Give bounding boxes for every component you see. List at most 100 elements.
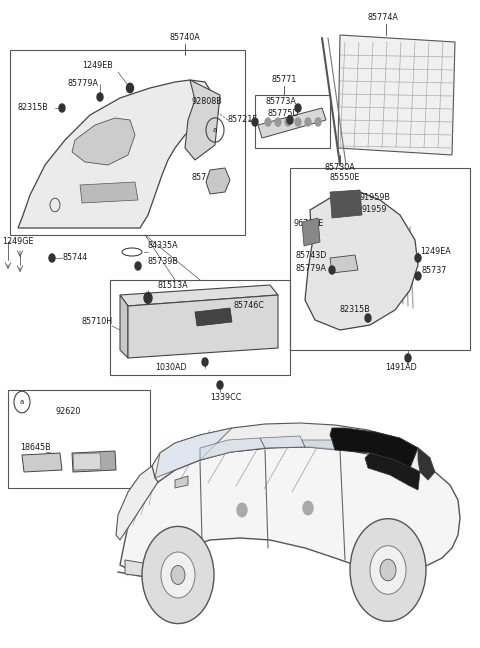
Circle shape <box>202 358 208 366</box>
Circle shape <box>415 272 421 280</box>
Polygon shape <box>128 295 278 358</box>
Circle shape <box>329 266 335 274</box>
Polygon shape <box>72 451 116 472</box>
Text: 85779A: 85779A <box>68 80 99 89</box>
Bar <box>10 50 245 235</box>
Circle shape <box>365 314 371 322</box>
Polygon shape <box>73 453 101 470</box>
Polygon shape <box>155 428 232 478</box>
Circle shape <box>265 118 271 126</box>
Circle shape <box>144 293 152 303</box>
Text: 92620: 92620 <box>55 408 80 417</box>
Circle shape <box>217 381 223 389</box>
Bar <box>290 168 470 350</box>
Text: 85774A: 85774A <box>368 14 399 23</box>
Polygon shape <box>200 438 265 460</box>
Circle shape <box>275 118 281 126</box>
Polygon shape <box>260 436 305 448</box>
Polygon shape <box>175 476 188 488</box>
Text: 85550E: 85550E <box>330 174 360 183</box>
Text: 1249EA: 1249EA <box>420 248 451 257</box>
Text: 85773A: 85773A <box>265 97 296 106</box>
Text: 85737: 85737 <box>422 266 447 275</box>
Circle shape <box>49 254 55 262</box>
Circle shape <box>370 546 406 594</box>
Polygon shape <box>258 108 326 138</box>
Bar <box>255 95 330 148</box>
Text: 85730A: 85730A <box>324 163 355 172</box>
Polygon shape <box>330 190 362 218</box>
Polygon shape <box>125 560 157 578</box>
Text: 85771: 85771 <box>271 76 297 84</box>
Polygon shape <box>22 453 62 472</box>
Polygon shape <box>206 168 230 194</box>
Circle shape <box>252 118 258 126</box>
Text: 85710H: 85710H <box>82 318 113 327</box>
Polygon shape <box>120 295 128 358</box>
Text: 85745E: 85745E <box>192 174 222 183</box>
Circle shape <box>135 262 141 270</box>
Polygon shape <box>330 428 418 468</box>
Bar <box>110 280 290 375</box>
Polygon shape <box>116 466 158 540</box>
Text: 18645B: 18645B <box>20 443 50 452</box>
Polygon shape <box>302 440 335 450</box>
Text: a: a <box>213 127 217 133</box>
Text: 1339CC: 1339CC <box>210 393 241 402</box>
Polygon shape <box>80 182 138 203</box>
Text: 85739B: 85739B <box>148 257 179 266</box>
Text: 85740A: 85740A <box>169 34 200 43</box>
Circle shape <box>287 116 293 124</box>
Text: 96716E: 96716E <box>294 220 324 229</box>
Circle shape <box>237 503 247 516</box>
Circle shape <box>161 552 195 598</box>
Text: 85746C: 85746C <box>234 301 265 310</box>
Text: 85721E: 85721E <box>228 115 258 124</box>
Polygon shape <box>72 118 135 165</box>
Polygon shape <box>305 192 418 330</box>
Text: 85779A: 85779A <box>296 264 327 273</box>
Text: 84335A: 84335A <box>148 242 179 251</box>
Text: 85743D: 85743D <box>296 251 327 259</box>
Text: 91959: 91959 <box>362 205 387 214</box>
Circle shape <box>142 526 214 623</box>
Text: 85775D: 85775D <box>268 110 300 119</box>
Circle shape <box>415 254 421 262</box>
Bar <box>8 390 150 488</box>
Circle shape <box>315 118 321 126</box>
Polygon shape <box>195 308 232 326</box>
Text: a: a <box>20 399 24 405</box>
Text: 82315B: 82315B <box>18 104 49 113</box>
Circle shape <box>305 118 311 126</box>
Circle shape <box>380 559 396 581</box>
Circle shape <box>127 84 133 93</box>
Text: 1030AD: 1030AD <box>155 364 187 373</box>
Circle shape <box>97 93 103 101</box>
Polygon shape <box>18 80 210 228</box>
Polygon shape <box>338 35 455 155</box>
Circle shape <box>350 518 426 621</box>
Polygon shape <box>120 285 278 306</box>
Circle shape <box>303 502 313 515</box>
Polygon shape <box>330 255 358 273</box>
Text: 81513A: 81513A <box>158 281 189 290</box>
Text: 91959B: 91959B <box>360 194 391 202</box>
Text: 82315B: 82315B <box>340 305 371 314</box>
Text: 1491AD: 1491AD <box>385 364 417 373</box>
Circle shape <box>171 566 185 584</box>
Circle shape <box>285 118 291 126</box>
Circle shape <box>405 354 411 362</box>
Polygon shape <box>365 453 420 490</box>
Polygon shape <box>185 80 220 160</box>
Text: 1249GE: 1249GE <box>2 238 34 246</box>
Circle shape <box>295 118 301 126</box>
Text: 92808B: 92808B <box>192 97 223 106</box>
Text: 85744: 85744 <box>62 253 87 262</box>
Polygon shape <box>418 448 435 480</box>
Circle shape <box>59 104 65 112</box>
Polygon shape <box>152 423 430 482</box>
Polygon shape <box>302 218 320 246</box>
Polygon shape <box>120 446 460 572</box>
Circle shape <box>295 104 301 112</box>
Text: 1249EB: 1249EB <box>82 62 113 71</box>
